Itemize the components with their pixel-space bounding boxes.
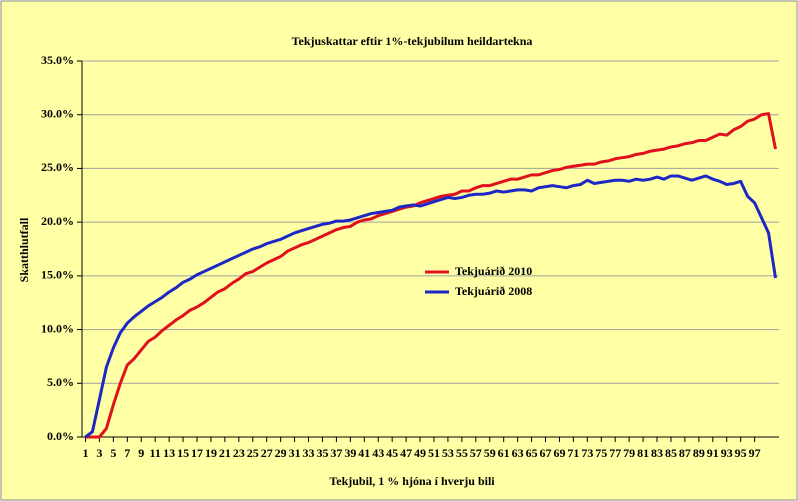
x-tick-label: 93 [721,446,733,460]
x-tick-label: 33 [303,446,315,460]
x-tick-label: 31 [289,446,301,460]
x-tick-label: 91 [707,446,719,460]
legend-label: Tekjuárið 2008 [455,284,532,298]
x-axis-label: Tekjubil, 1 % hjóna í hverju bili [329,474,495,488]
x-tick-label: 57 [470,446,482,460]
legend-label: Tekjuárið 2010 [455,264,532,278]
x-tick-label: 83 [651,446,663,460]
x-tick-label: 81 [637,446,649,460]
x-tick-label: 25 [247,446,259,460]
x-tick-label: 69 [553,446,565,460]
x-tick-label: 29 [275,446,287,460]
y-tick-label: 25.0% [41,160,74,174]
x-tick-label: 85 [665,446,677,460]
x-tick-label: 71 [567,446,579,460]
x-tick-label: 27 [261,446,273,460]
x-tick-label: 13 [163,446,175,460]
line-series [85,112,777,439]
x-tick-label: 15 [177,446,189,460]
x-tick-label: 61 [498,446,510,460]
x-tick-label: 97 [749,446,761,460]
x-tick-label: 53 [442,446,454,460]
x-tick-label: 47 [400,446,412,460]
x-tick-label: 19 [205,446,217,460]
x-tick-label: 9 [138,446,144,460]
y-tick-label: 10.0% [41,321,74,335]
x-tick-label: 23 [233,446,245,460]
line-series [84,174,777,439]
x-tick-label: 49 [414,446,426,460]
x-tick-label: 39 [344,446,356,460]
x-tick-label: 45 [386,446,398,460]
x-tick-label: 77 [609,446,621,460]
x-tick-label: 11 [150,446,161,460]
x-tick-label: 73 [581,446,593,460]
chart-title: Tekjuskattar eftir 1%-tekjubilum heildar… [292,34,533,48]
x-tick-label: 67 [540,446,552,460]
x-tick-label: 87 [679,446,691,460]
y-tick-label: 5.0% [47,375,74,389]
x-tick-label: 51 [428,446,440,460]
x-tick-label: 21 [219,446,231,460]
x-tick-label: 65 [526,446,538,460]
y-tick-label: 30.0% [41,106,74,120]
x-tick-label: 55 [456,446,468,460]
y-tick-label: 35.0% [41,53,74,67]
x-tick-label: 35 [316,446,328,460]
y-tick-label: 20.0% [41,214,74,228]
y-axis-label: Skatthlutfall [17,217,31,282]
y-tick-label: 0.0% [47,429,74,443]
x-tick-label: 95 [735,446,747,460]
y-tick-label: 15.0% [41,268,74,282]
x-tick-label: 37 [330,446,342,460]
x-tick-label: 41 [358,446,370,460]
x-tick-label: 5 [110,446,116,460]
x-tick-label: 1 [82,446,88,460]
x-tick-label: 75 [595,446,607,460]
x-tick-label: 43 [372,446,384,460]
x-tick-label: 17 [191,446,203,460]
x-tick-label: 59 [484,446,496,460]
x-tick-label: 63 [512,446,524,460]
x-tick-label: 89 [693,446,705,460]
x-tick-label: 3 [96,446,102,460]
x-tick-label: 7 [124,446,130,460]
x-tick-label: 79 [623,446,635,460]
